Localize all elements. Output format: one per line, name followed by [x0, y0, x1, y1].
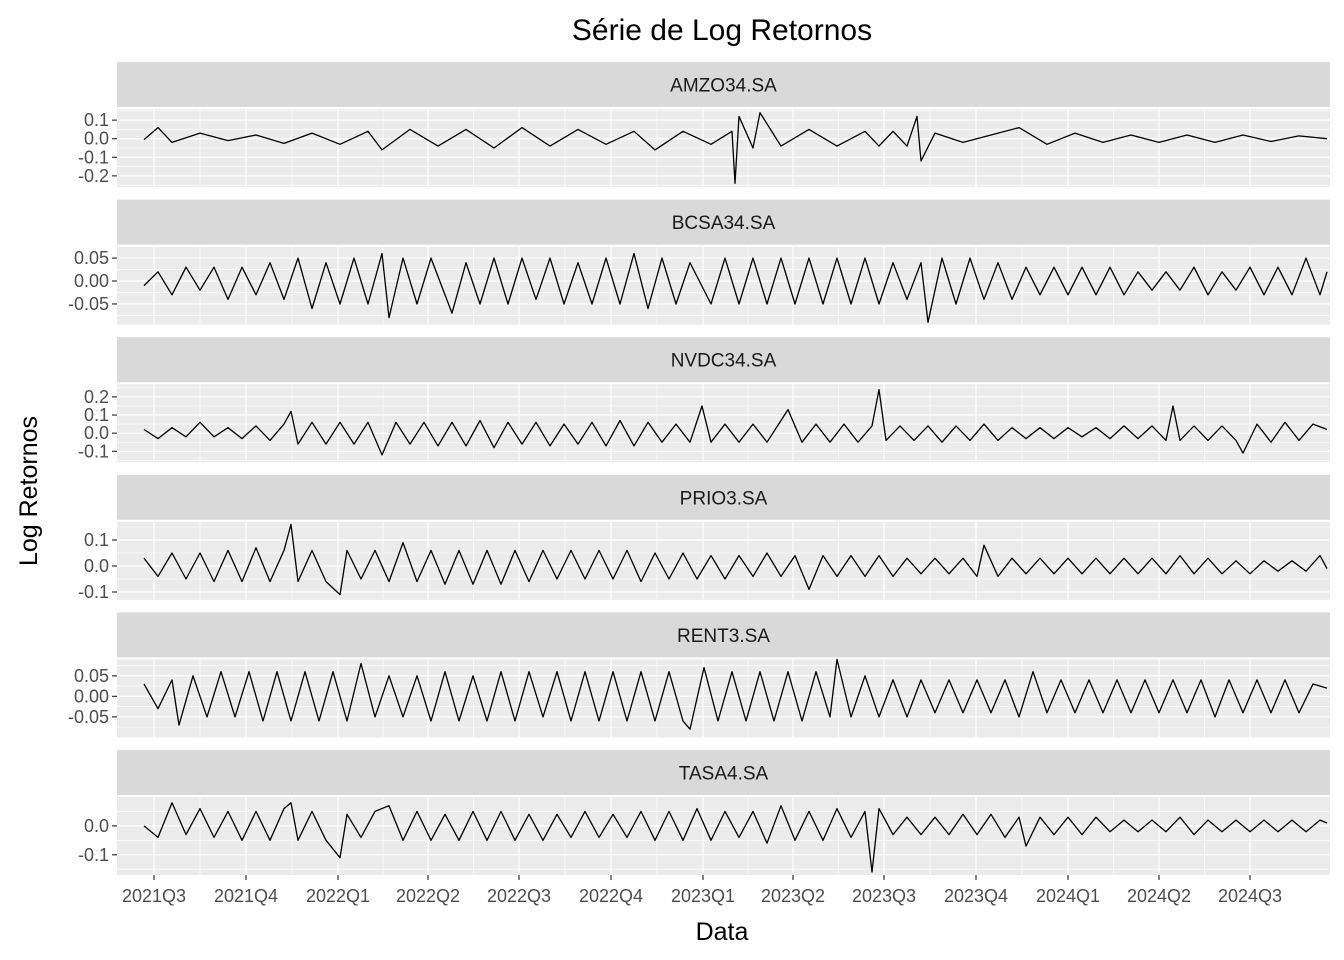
facet-amzo34-sa: AMZO34.SA 0.10.0-0.1-0.2	[78, 62, 1330, 187]
x-tick-label: 2021Q4	[214, 886, 278, 906]
facet-tasa4-sa: TASA4.SA 0.0 -0.1	[78, 750, 1330, 875]
y-tick-label: 0.1	[84, 530, 109, 550]
facet-nvdc34-sa: NVDC34.SA 0.20.10.0-0.1	[78, 337, 1330, 463]
x-tick-label: 2023Q1	[671, 886, 735, 906]
x-tick-label: 2023Q4	[944, 886, 1008, 906]
facet-bcsa34-sa: BCSA34.SA 0.05 0.00 -0.05	[68, 199, 1330, 325]
y-tick-label: -0.05	[68, 294, 109, 314]
facet-rent3-sa: RENT3.SA 0.050.00-0.05	[68, 612, 1330, 738]
y-tick-label: 0.0	[84, 129, 109, 149]
facet-prio3-sa: PRIO3.SA 0.1 0.0 -0.1	[78, 474, 1330, 602]
panel-background	[117, 797, 1330, 875]
y-tick-label: -0.1	[78, 582, 109, 602]
y-tick-label: 0.05	[74, 248, 109, 268]
y-tick-label: 0.1	[84, 110, 109, 130]
y-tick-label: 0.05	[74, 666, 109, 686]
series-line-bcsa34-sa	[143, 252, 1328, 323]
facet-strip-label: PRIO3.SA	[680, 488, 768, 509]
facet-strip-label: NVDC34.SA	[671, 351, 777, 372]
series-line-tasa4-sa	[143, 802, 1328, 873]
y-tick-label: -0.05	[68, 707, 109, 727]
facet-strip	[117, 337, 1330, 383]
facet-strip-label: BCSA34.SA	[672, 213, 776, 234]
x-tick-label: 2022Q2	[396, 886, 460, 906]
y-tick-label: -0.1	[78, 845, 109, 865]
x-axis-title: Data	[696, 918, 749, 946]
facet-strip	[117, 612, 1330, 658]
panel-background	[117, 384, 1330, 463]
facet-strip	[117, 199, 1330, 245]
y-tick-label: -0.2	[78, 166, 109, 186]
series-line-amzo34-sa	[143, 112, 1328, 184]
x-tick-label: 2022Q3	[487, 886, 551, 906]
y-tick-label: 0.1	[84, 405, 109, 425]
y-tick-label: -0.1	[78, 147, 109, 167]
y-axis-title: Log Retornos	[15, 416, 43, 566]
x-tick-label: 2024Q3	[1218, 886, 1282, 906]
facet-strip	[117, 62, 1330, 107]
facet-strip	[117, 474, 1330, 520]
x-tick-label: 2022Q4	[579, 886, 643, 906]
series-line-nvdc34-sa	[143, 388, 1328, 456]
y-tick-label: 0.0	[84, 423, 109, 443]
x-axis: 2021Q3 2021Q4 2022Q1 2022Q2 2022Q3 2022Q4 2023…	[122, 875, 1282, 906]
x-tick-label: 2023Q3	[852, 886, 916, 906]
panel-background	[117, 659, 1330, 738]
facet-panels: AMZO34.SA0.10.0-0.1-0.2BCSA34.SA0.050.00…	[68, 62, 1330, 875]
facet-strip	[117, 750, 1330, 795]
x-tick-label: 2022Q1	[306, 886, 370, 906]
x-tick-label: 2021Q3	[122, 886, 186, 906]
facet-strip-label: RENT3.SA	[677, 626, 770, 647]
chart-title: Série de Log Retornos	[572, 14, 872, 47]
x-tick-label: 2023Q2	[761, 886, 825, 906]
x-tick-label: 2024Q1	[1036, 886, 1100, 906]
y-tick-label: 0.0	[84, 556, 109, 576]
facet-strip-label: TASA4.SA	[679, 764, 769, 785]
y-tick-label: 0.00	[74, 686, 109, 706]
facet-strip-label: AMZO34.SA	[670, 76, 777, 97]
series-line-rent3-sa	[143, 658, 1328, 730]
y-tick-label: 0.00	[74, 271, 109, 291]
y-tick-label: -0.1	[78, 441, 109, 461]
x-tick-label: 2024Q2	[1127, 886, 1191, 906]
panel-background	[117, 521, 1330, 600]
y-tick-label: 0.2	[84, 387, 109, 407]
y-tick-label: 0.0	[84, 816, 109, 836]
series-line-prio3-sa	[143, 523, 1328, 596]
